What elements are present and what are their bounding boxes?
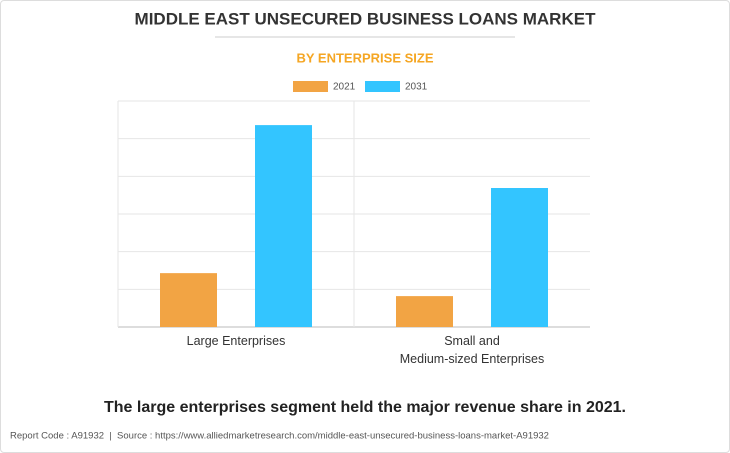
legend-label: 2031 xyxy=(405,82,428,93)
footer: Report Code : A91932 | Source : https://… xyxy=(10,431,549,442)
bar xyxy=(396,296,453,327)
chart-title: MIDDLE EAST UNSECURED BUSINESS LOANS MAR… xyxy=(135,9,597,28)
legend-swatch xyxy=(365,81,400,92)
legend-label: 2021 xyxy=(333,82,356,93)
bar xyxy=(160,273,217,327)
caption: The large enterprises segment held the m… xyxy=(104,399,626,416)
x-tick-label: Large Enterprises xyxy=(186,334,286,348)
legend-swatch xyxy=(293,81,328,92)
chart-subtitle: BY ENTERPRISE SIZE xyxy=(296,50,433,65)
x-tick-label: Small and Medium-sized Enterprises xyxy=(399,334,545,366)
bar xyxy=(491,188,548,327)
bar xyxy=(255,125,312,328)
